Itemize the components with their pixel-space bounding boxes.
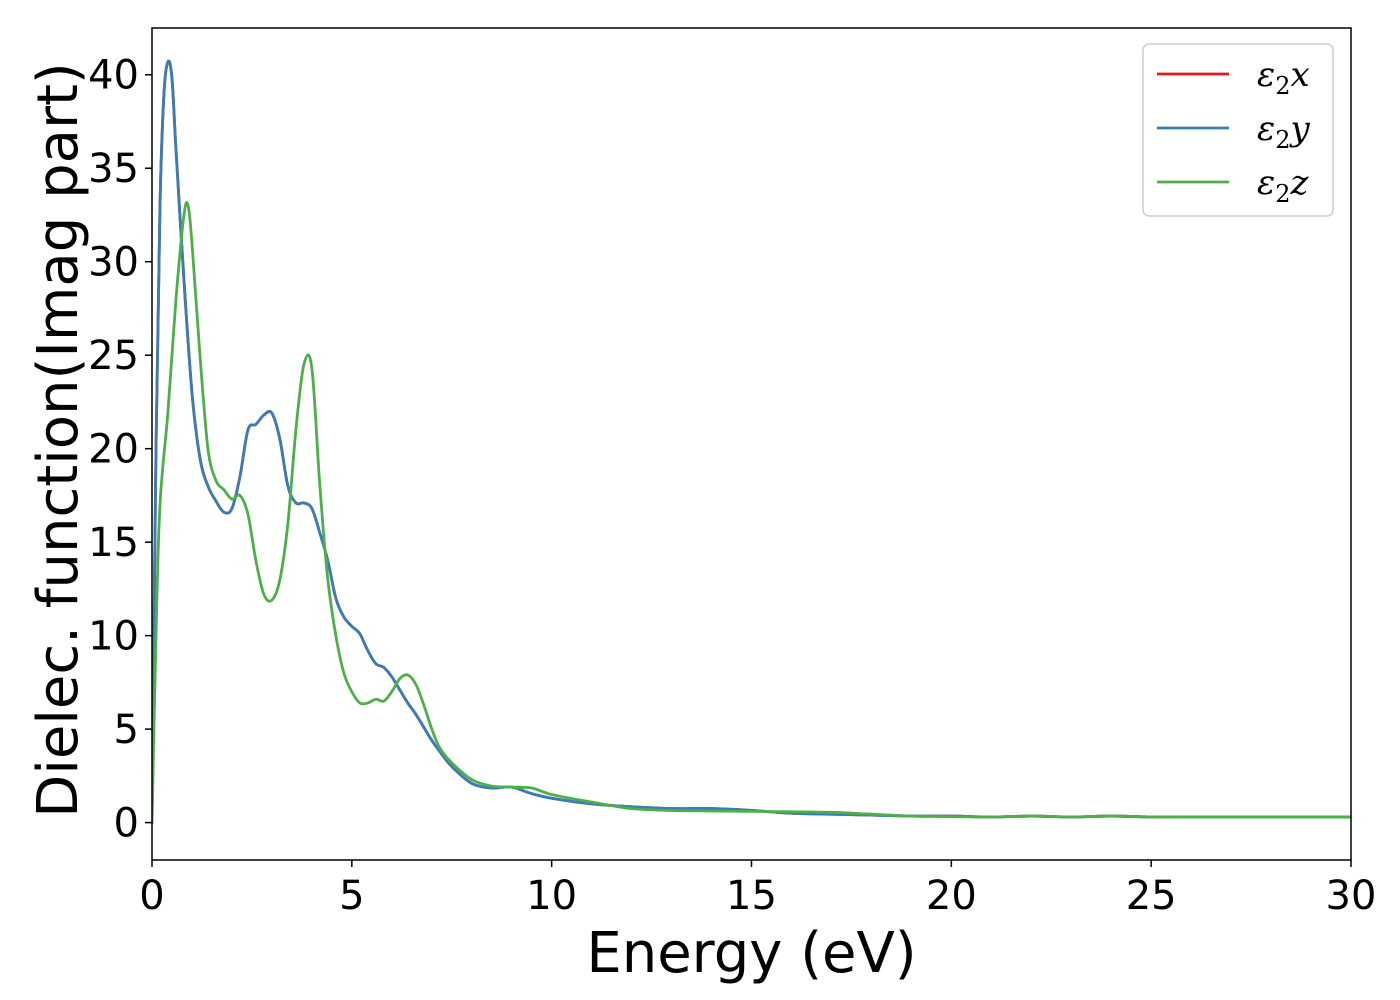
y-tick-label: 40: [88, 53, 139, 99]
legend-label-subscript: 2: [1275, 180, 1290, 208]
y-tick-label: 35: [88, 146, 139, 192]
legend-label-variable: y: [1289, 109, 1311, 149]
x-tick-label: 10: [526, 873, 577, 919]
y-tick-label: 15: [88, 520, 139, 566]
legend-item-y: ε2y: [1157, 109, 1311, 154]
legend-label: ε2y: [1257, 109, 1311, 154]
y-tick-label: 0: [114, 801, 139, 847]
y-tick-label: 20: [88, 427, 139, 473]
y-tick-label: 10: [88, 614, 139, 660]
legend-item-x: ε2x: [1157, 55, 1310, 100]
y-tick-label: 30: [88, 240, 139, 286]
legend-label-variable: x: [1291, 55, 1310, 95]
legend-label-subscript: 2: [1275, 126, 1290, 154]
x-axis-ticks: 0 5 10 15 20 25 30: [139, 860, 1376, 919]
y-tick-label: 25: [88, 333, 139, 379]
series-line-z: [152, 201, 1351, 825]
legend-label-base: ε: [1257, 55, 1275, 95]
x-tick-label: 5: [339, 873, 364, 919]
x-tick-label: 20: [926, 873, 977, 919]
series-layer: [152, 59, 1351, 825]
x-tick-label: 30: [1326, 873, 1377, 919]
x-tick-label: 0: [139, 873, 164, 919]
legend-item-z: ε2z: [1157, 163, 1310, 208]
legend-label: ε2x: [1257, 55, 1310, 100]
y-axis-ticks: 0 5 10 15 20 25 30 35 40: [88, 53, 152, 847]
legend-label-variable: z: [1290, 163, 1310, 203]
legend-label-base: ε: [1257, 109, 1275, 149]
x-tick-label: 25: [1126, 873, 1177, 919]
x-tick-label: 15: [726, 873, 777, 919]
y-tick-label: 5: [114, 707, 139, 753]
legend-label-subscript: 2: [1275, 72, 1290, 100]
legend-label-base: ε: [1257, 163, 1275, 203]
legend-label: ε2z: [1257, 163, 1310, 208]
x-axis-label: Energy (eV): [586, 921, 916, 986]
y-axis-label: Dielec. function(Imag part): [26, 62, 91, 818]
legend-box: [1142, 43, 1334, 217]
